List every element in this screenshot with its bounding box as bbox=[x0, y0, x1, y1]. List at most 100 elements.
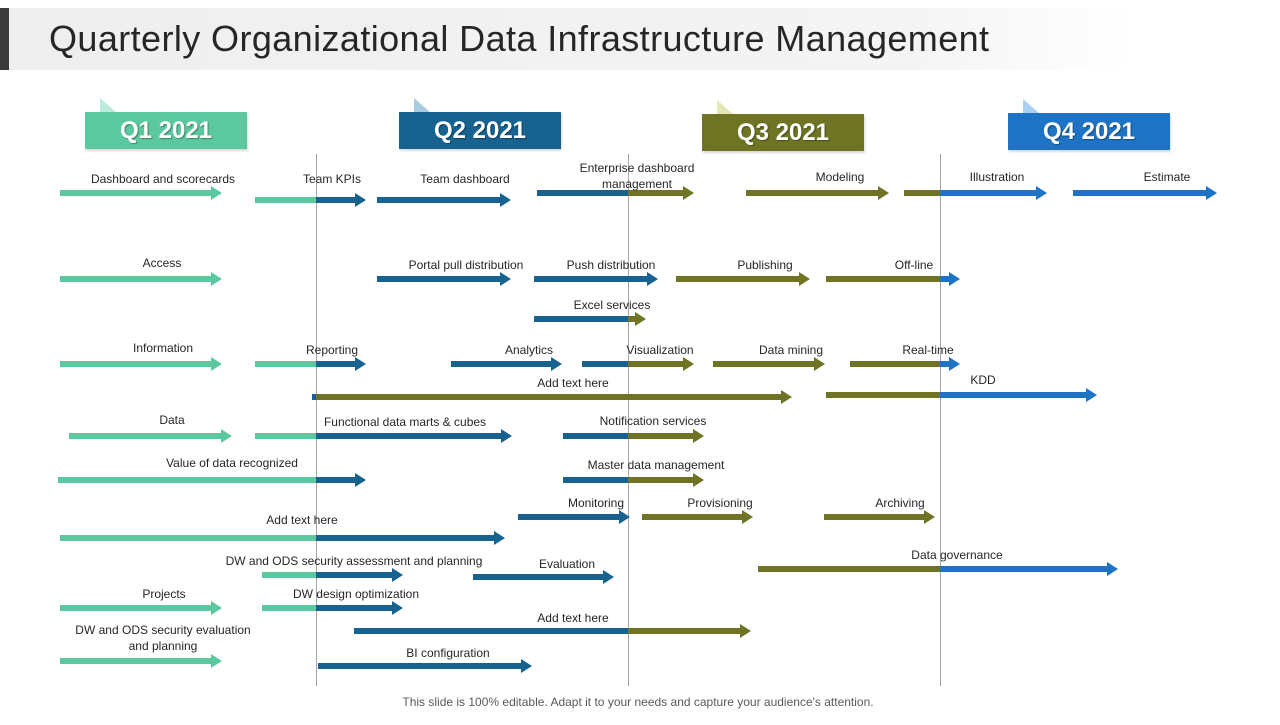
task-label: Portal pull distribution bbox=[408, 258, 524, 272]
arrow-segment bbox=[316, 535, 494, 541]
arrow-head bbox=[799, 272, 810, 286]
task-label: Data bbox=[159, 413, 185, 427]
task-arrow bbox=[473, 570, 614, 584]
arrow-segment bbox=[824, 514, 924, 520]
arrow-segment bbox=[642, 514, 742, 520]
quarter-divider-q3-q4 bbox=[940, 154, 941, 686]
arrow-head bbox=[619, 510, 630, 524]
arrow-head bbox=[211, 272, 222, 286]
arrow-segment bbox=[904, 190, 940, 196]
arrow-segment bbox=[354, 628, 628, 634]
task-label: Team dashboard bbox=[420, 172, 510, 186]
task-label: Evaluation bbox=[538, 557, 596, 571]
task-label: Reporting bbox=[305, 343, 359, 357]
task-label: Publishing bbox=[737, 258, 793, 272]
task-label: BI configuration bbox=[406, 646, 490, 660]
arrow-segment bbox=[451, 361, 551, 367]
arrow-segment bbox=[676, 276, 799, 282]
task-arrow bbox=[318, 659, 532, 673]
task-label: Visualization bbox=[626, 343, 694, 357]
arrow-segment bbox=[940, 361, 949, 367]
quarter-header-q4: Q4 2021 bbox=[1008, 113, 1170, 150]
task-label: Team KPIs bbox=[302, 172, 362, 186]
arrow-segment bbox=[940, 392, 1086, 398]
task-label: Value of data recognized bbox=[166, 456, 298, 470]
task-arrow bbox=[534, 312, 646, 326]
arrow-head bbox=[551, 357, 562, 371]
arrow-segment bbox=[534, 276, 647, 282]
task-arrow bbox=[451, 357, 562, 371]
arrow-segment bbox=[628, 361, 683, 367]
arrow-segment bbox=[60, 605, 211, 611]
task-arrow bbox=[377, 193, 511, 207]
arrow-head bbox=[521, 659, 532, 673]
task-arrow bbox=[354, 624, 751, 638]
arrow-head bbox=[693, 429, 704, 443]
footer-note: This slide is 100% editable. Adapt it to… bbox=[402, 695, 874, 709]
task-arrow bbox=[60, 531, 505, 545]
arrow-segment bbox=[60, 658, 211, 664]
task-label: Modeling bbox=[815, 170, 865, 184]
task-label: Real-time bbox=[902, 343, 954, 357]
task-arrow bbox=[69, 429, 232, 443]
arrow-head bbox=[647, 272, 658, 286]
task-arrow bbox=[563, 429, 704, 443]
task-arrow bbox=[746, 186, 889, 200]
arrow-segment bbox=[316, 572, 392, 578]
arrow-segment bbox=[850, 361, 940, 367]
arrow-head bbox=[500, 193, 511, 207]
task-label: Dashboard and scorecards bbox=[90, 172, 236, 186]
task-label: Push distribution bbox=[566, 258, 656, 272]
task-label: Add text here bbox=[537, 376, 609, 390]
task-label: DW and ODS security evaluation and plann… bbox=[75, 623, 251, 653]
task-label: DW and ODS security assessment and plann… bbox=[225, 554, 483, 568]
arrow-segment bbox=[316, 361, 355, 367]
task-arrow bbox=[377, 272, 511, 286]
arrow-head bbox=[1206, 186, 1217, 200]
task-label: Add text here bbox=[266, 513, 338, 527]
arrow-head bbox=[1086, 388, 1097, 402]
task-arrow bbox=[826, 272, 960, 286]
arrow-head bbox=[211, 601, 222, 615]
arrow-head bbox=[355, 193, 366, 207]
arrow-segment bbox=[940, 190, 1036, 196]
arrow-head bbox=[603, 570, 614, 584]
arrow-segment bbox=[473, 574, 603, 580]
arrow-segment bbox=[826, 276, 940, 282]
task-label: Enterprise dashboard management bbox=[579, 161, 695, 191]
task-label: Information bbox=[132, 341, 194, 355]
arrow-head bbox=[494, 531, 505, 545]
arrow-segment bbox=[1073, 190, 1206, 196]
task-arrow bbox=[537, 186, 694, 200]
task-label: DW design optimization bbox=[292, 587, 420, 601]
arrow-segment bbox=[255, 361, 316, 367]
title-band bbox=[0, 8, 1132, 70]
arrow-head bbox=[1107, 562, 1118, 576]
task-arrow bbox=[713, 357, 825, 371]
arrow-head bbox=[814, 357, 825, 371]
arrow-segment bbox=[758, 566, 940, 572]
task-label: Monitoring bbox=[567, 496, 625, 510]
arrow-head bbox=[211, 654, 222, 668]
task-label: Provisioning bbox=[687, 496, 753, 510]
arrow-head bbox=[742, 510, 753, 524]
arrow-segment bbox=[563, 477, 628, 483]
arrow-head bbox=[500, 272, 511, 286]
arrow-head bbox=[355, 357, 366, 371]
arrow-segment bbox=[746, 190, 878, 196]
arrow-segment bbox=[316, 477, 355, 483]
arrow-segment bbox=[312, 394, 316, 400]
arrow-segment bbox=[628, 628, 740, 634]
arrow-segment bbox=[316, 433, 501, 439]
quarter-header-q2: Q2 2021 bbox=[399, 112, 561, 149]
arrow-segment bbox=[628, 190, 683, 196]
task-arrow bbox=[58, 473, 366, 487]
arrow-segment bbox=[537, 190, 628, 196]
task-arrow bbox=[518, 510, 630, 524]
task-arrow bbox=[642, 510, 753, 524]
task-arrow bbox=[312, 390, 792, 404]
arrow-head bbox=[1036, 186, 1047, 200]
arrow-head bbox=[501, 429, 512, 443]
arrow-segment bbox=[60, 276, 211, 282]
